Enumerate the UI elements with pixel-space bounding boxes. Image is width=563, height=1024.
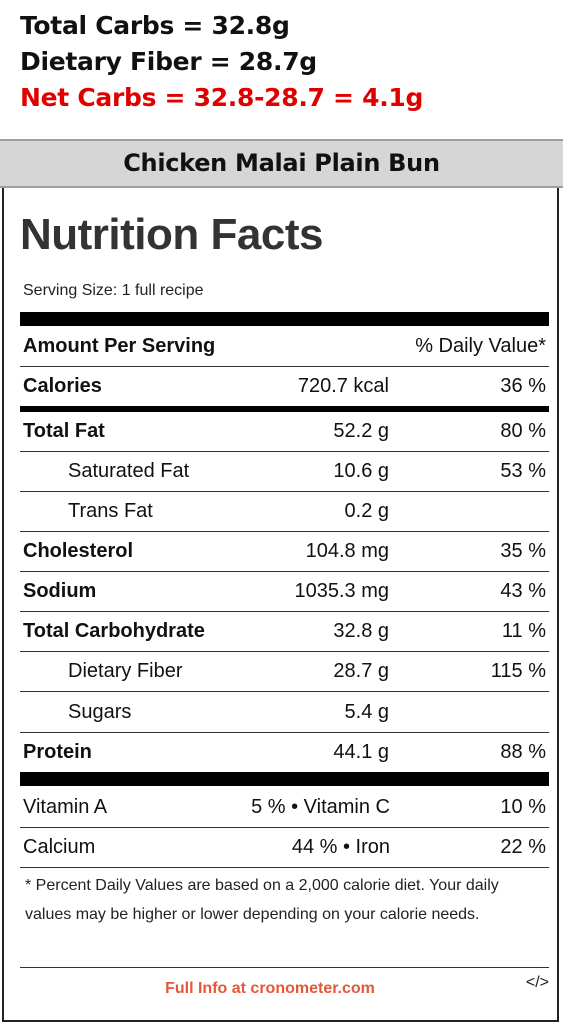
cronometer-link[interactable]: Full Info at cronometer.com [165,980,375,997]
nutrient-amount: 720.7 kcal [297,375,389,397]
mineral-row: Calcium 44 % • Iron 22 % [20,827,549,867]
nutrient-row-total-carbohydrate: Total Carbohydrate 32.8 g 11 % [20,611,549,651]
nutrition-facts-panel [2,188,559,1022]
divider [20,732,549,733]
amount-per-serving-label: Amount Per Serving [23,335,216,357]
thick-divider [20,312,549,326]
nutrient-label: Total Fat [23,420,105,442]
nutrient-label: Calories [23,375,102,397]
nutrient-amount: 10.6 g [333,460,389,482]
net-carbs-summary: Total Carbs = 32.8g Dietary Fiber = 28.7… [20,8,423,116]
divider [20,571,549,572]
calcium-label: Calcium [23,836,96,858]
nutrient-label: Dietary Fiber [68,660,183,682]
vitamin-a-value-and-c-label: 5 % • Vitamin C [251,796,390,818]
daily-value-header: % Daily Value* [415,335,546,357]
nutrient-row-cholesterol: Cholesterol 104.8 mg 35 % [20,531,549,571]
divider [20,827,549,828]
divider [20,531,549,532]
vitamin-row: Vitamin A 5 % • Vitamin C 10 % [20,787,549,827]
nutrient-row-total-fat: Total Fat 52.2 g 80 % [20,411,549,451]
thick-divider [20,772,549,786]
nutrient-amount: 32.8 g [333,620,389,642]
divider [20,651,549,652]
nutrient-label: Sodium [23,580,97,602]
divider [20,967,549,968]
divider [20,867,549,868]
nutrient-row-calories: Calories 720.7 kcal 36 % [20,366,549,406]
nutrient-amount: 0.2 g [344,500,389,522]
nutrient-amount: 28.7 g [333,660,389,682]
nutrient-amount: 44.1 g [333,741,389,763]
nutrient-daily-value: 115 % [490,660,546,682]
recipe-title: Chicken Malai Plain Bun [123,149,440,177]
net-carbs-line: Net Carbs = 32.8-28.7 = 4.1g [20,83,424,112]
nutrient-amount: 104.8 mg [305,540,389,562]
divider [20,691,549,692]
divider [20,491,549,492]
embed-code-icon[interactable]: </> [525,974,549,991]
nutrient-label: Cholesterol [23,540,134,562]
nutrient-daily-value: 35 % [500,540,546,562]
vitamin-c-value: 10 % [500,796,546,818]
divider [20,611,549,612]
divider [20,366,549,367]
nutrient-daily-value: 88 % [500,741,546,763]
serving-size: Serving Size: 1 full recipe [23,282,204,299]
recipe-title-bar: Chicken Malai Plain Bun [0,139,563,188]
total-carbs-line: Total Carbs = 32.8g [20,11,290,40]
nutrient-row-protein: Protein 44.1 g 88 % [20,732,549,772]
nutrient-daily-value: 80 % [500,420,546,442]
nutrient-row-sugars: Sugars 5.4 g [20,692,549,732]
nutrient-row-trans-fat: Trans Fat 0.2 g [20,491,549,531]
nutrient-label: Protein [23,741,92,763]
iron-value: 22 % [500,836,546,858]
nutrient-label: Trans Fat [68,500,153,522]
divider [20,451,549,452]
nutrient-row-saturated-fat: Saturated Fat 10.6 g 53 % [20,451,549,491]
nutrient-amount: 52.2 g [333,420,389,442]
nutrient-amount: 5.4 g [344,701,389,723]
daily-value-footnote: * Percent Daily Values are based on a 2,… [25,877,499,923]
nutrient-daily-value: 36 % [500,375,546,397]
dietary-fiber-line: Dietary Fiber = 28.7g [20,47,317,76]
vitamin-a-label: Vitamin A [23,796,108,818]
amount-per-serving-row: Amount Per Serving % Daily Value* [20,326,549,366]
nutrient-row-sodium: Sodium 1035.3 mg 43 % [20,571,549,611]
nutrient-label: Total Carbohydrate [23,620,205,642]
nutrient-amount: 1035.3 mg [294,580,389,602]
nutrient-daily-value: 53 % [500,460,546,482]
medium-divider [20,406,549,412]
nutrition-facts-heading: Nutrition Facts [20,210,323,259]
nutrient-label: Saturated Fat [68,460,190,482]
nutrient-daily-value: 43 % [500,580,546,602]
nutrient-label: Sugars [68,701,132,723]
nutrient-row-dietary-fiber: Dietary Fiber 28.7 g 115 % [20,651,549,691]
calcium-value-and-iron-label: 44 % • Iron [291,836,390,858]
nutrient-daily-value: 11 % [501,620,546,642]
